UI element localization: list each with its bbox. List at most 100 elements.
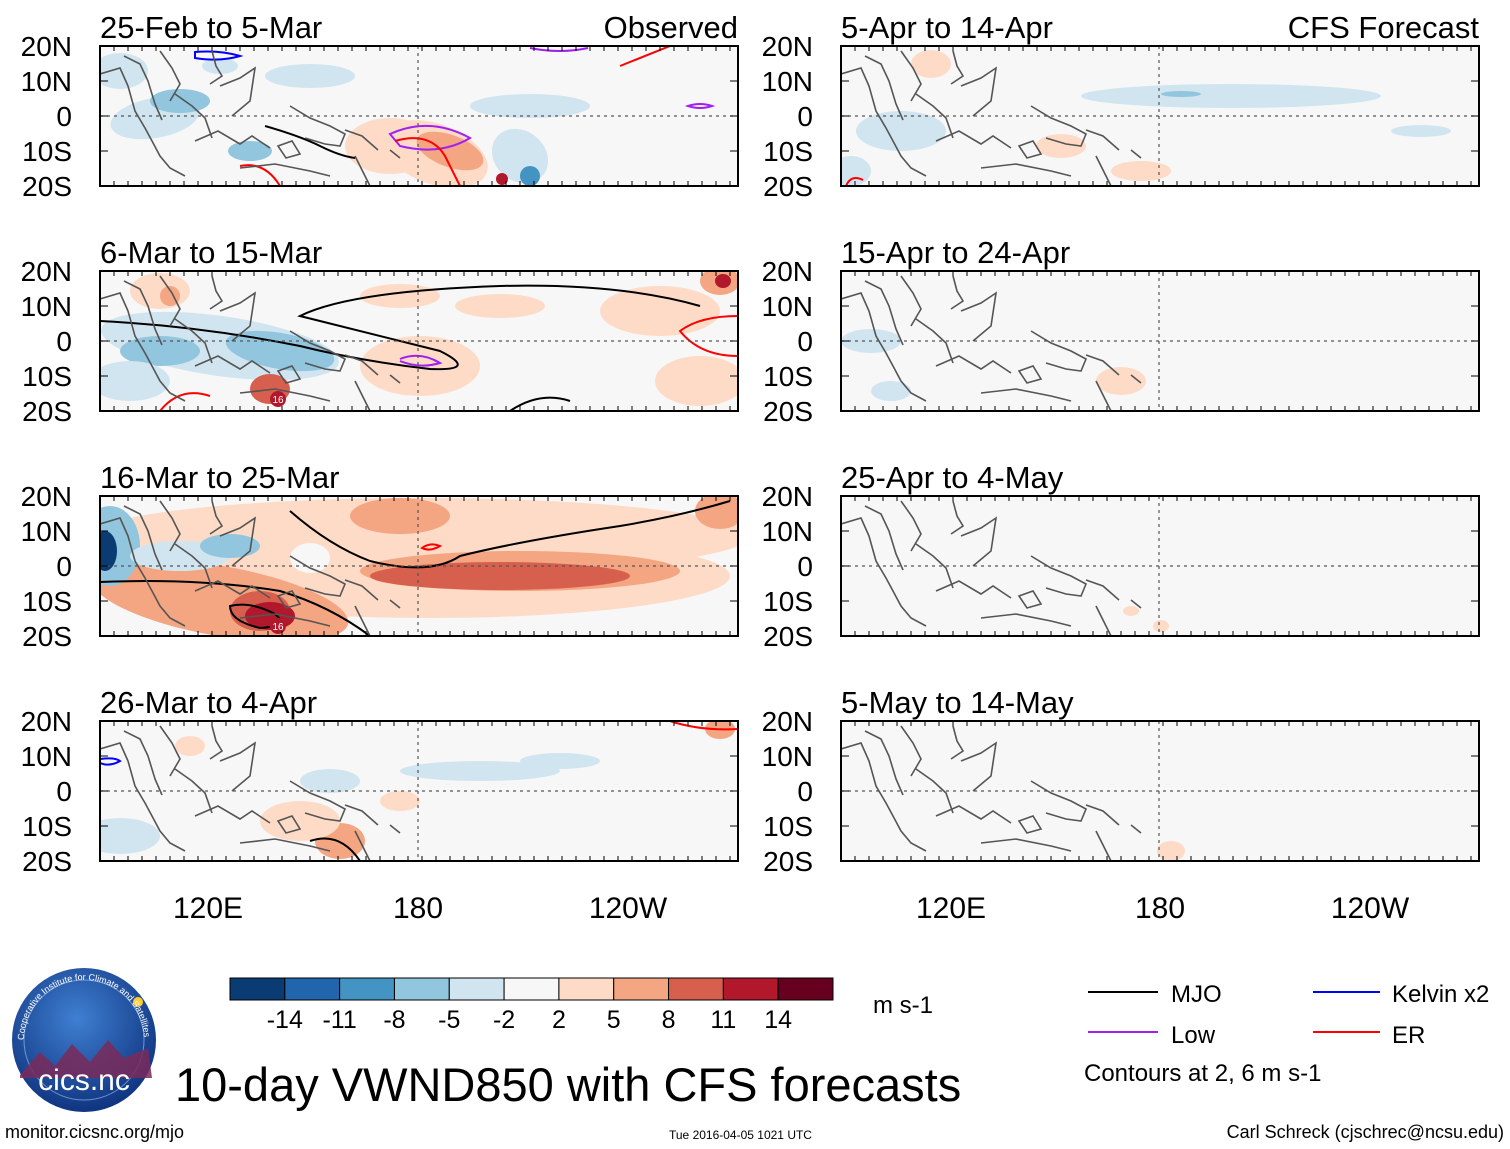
coastline (159, 725, 181, 777)
contour-line (388, 125, 473, 151)
coastline (100, 292, 186, 402)
contour-line (100, 580, 371, 636)
wind-anomaly-blob (655, 356, 738, 406)
contour-line (678, 315, 738, 357)
colorbar-swatch (558, 977, 615, 1001)
colorbar: -14 -11 -8 -5 -2 2 5 8 11 14 (229, 977, 834, 1034)
contour-line (669, 721, 738, 731)
coastline (219, 66, 257, 117)
lat-label: 0 (56, 776, 72, 807)
coastline (864, 55, 904, 121)
coastline (209, 50, 224, 85)
coastline (1017, 815, 1043, 834)
coastline (209, 275, 224, 310)
coastline (354, 605, 371, 636)
colorbar-swatch (229, 977, 286, 1001)
lat-label: 10N (21, 291, 72, 322)
coastline (841, 292, 927, 402)
panel-frame (840, 270, 1480, 412)
wind-anomaly-blob (470, 94, 590, 118)
coastline (960, 516, 998, 567)
coastline (935, 805, 1012, 824)
panel-period-title: 5-May to 14-May (841, 685, 1074, 720)
cics-logo: Cooperative Institute for Climate and Sa… (12, 968, 156, 1112)
coastline (289, 330, 347, 372)
lat-label: 10S (763, 361, 813, 392)
lon-label-180-right: 180 (1135, 892, 1185, 925)
coastline (194, 580, 271, 599)
coastline (1085, 129, 1120, 151)
wind-anomaly-blob (520, 753, 600, 769)
panel-period-title: 25-Feb to 5-Mar (100, 10, 322, 45)
wind-anomaly-blob (400, 761, 560, 781)
wind-anomaly-blob (715, 274, 731, 288)
panel-background (841, 721, 1479, 861)
lat-label: 10N (21, 516, 72, 547)
coastline (289, 555, 347, 597)
coastline (100, 67, 186, 177)
colorbar-swatch (284, 977, 341, 1001)
coastline (1017, 365, 1043, 384)
colorbar-swatch (448, 977, 505, 1001)
colorbar-tick-label: 11 (710, 1006, 736, 1034)
wind-anomaly-blob (1111, 161, 1171, 181)
contour-line (100, 284, 701, 371)
lat-label: 10S (22, 811, 72, 842)
coastline (209, 725, 224, 760)
wind-anomaly-blob (871, 381, 911, 401)
coastline (841, 742, 927, 852)
storm-marker (270, 618, 286, 634)
logo-mountains (20, 1040, 152, 1078)
coastline (935, 130, 1012, 149)
storm-marker (270, 391, 286, 407)
lat-label: 20S (22, 396, 72, 427)
lon-axis-right: 120E 180 120W (916, 892, 1410, 925)
forecast-panel-3: 25-Apr to 4-May 20N 10N 0 10S 20S (762, 460, 1480, 652)
lat-label: 20S (763, 396, 813, 427)
coastline (389, 149, 401, 159)
coastline (900, 725, 922, 777)
coastline (950, 725, 965, 760)
colorbar-tick-label: -14 (267, 1006, 303, 1034)
lat-label: 10N (762, 66, 813, 97)
colorbar-tick-label: -8 (383, 1006, 405, 1034)
lon-label-180-left: 180 (393, 892, 443, 925)
coastline (344, 579, 379, 601)
wind-anomaly-blob (130, 273, 190, 309)
lat-label: 0 (797, 551, 813, 582)
lat-label: 10N (762, 291, 813, 322)
coastline (960, 66, 998, 117)
wind-anomaly-blob (455, 294, 545, 318)
footer-site: monitor.cicsnc.org/mjo (5, 1122, 184, 1142)
coastline (900, 500, 922, 552)
coastline (841, 67, 927, 177)
coastline (389, 599, 401, 609)
contour-line (619, 46, 671, 67)
forecast-panel-2: 15-Apr to 24-Apr 20N 10N 0 10S 20S (762, 235, 1480, 427)
lat-label: 20N (762, 31, 813, 62)
contour-line (239, 164, 281, 186)
contours-note: Contours at 2, 6 m s-1 (1084, 1060, 1321, 1087)
colorbar-swatch (393, 977, 450, 1001)
lon-label-120e-left: 120E (173, 892, 243, 925)
wind-anomaly-blob (1096, 367, 1146, 395)
colorbar-tick-label: -5 (438, 1006, 460, 1034)
lat-label: 20S (763, 171, 813, 202)
coastline (1085, 579, 1120, 601)
wind-anomaly-blob (160, 286, 180, 306)
forecast-label: CFS Forecast (1288, 10, 1480, 45)
lat-label: 10S (22, 361, 72, 392)
coastline (344, 804, 379, 826)
colorbar-swatch (722, 977, 779, 1001)
observed-label: Observed (604, 10, 738, 45)
contour-line (399, 354, 443, 367)
contour-legend: MJO Low Kelvin x2 ER Contours at 2, 6 m … (1084, 981, 1489, 1087)
coastline (219, 516, 257, 567)
coastline (276, 815, 302, 834)
coastline (1095, 155, 1112, 186)
coastline (900, 50, 922, 102)
coastline (1130, 824, 1142, 834)
lat-label: 20S (22, 171, 72, 202)
lat-label: 0 (797, 776, 813, 807)
coastline (239, 838, 331, 852)
